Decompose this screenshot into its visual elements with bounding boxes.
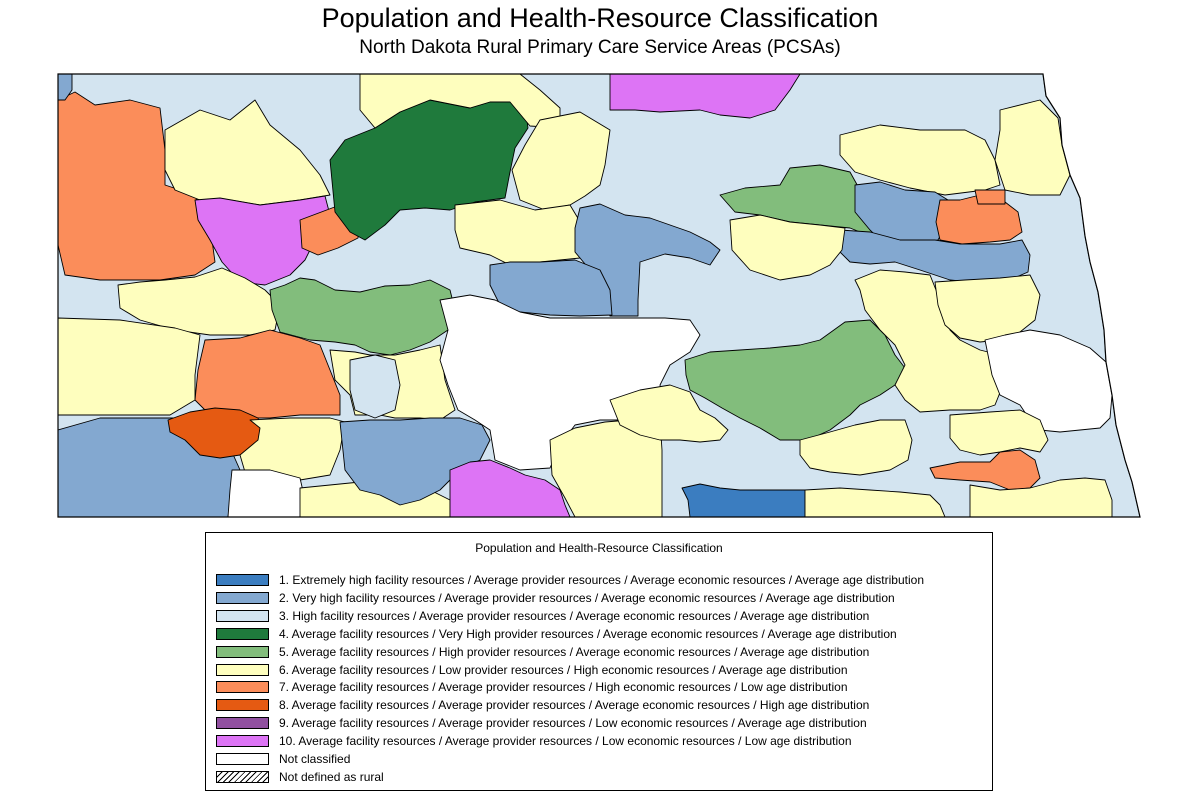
legend-swatch <box>216 753 269 765</box>
legend-label: 3. High facility resources / Average pro… <box>279 608 870 623</box>
legend-swatch <box>216 574 269 586</box>
legend-label: 4. Average facility resources / Very Hig… <box>279 626 897 641</box>
legend-item: 5. Average facility resources / High pro… <box>216 645 869 659</box>
pcsa-region-class-11 <box>227 469 306 517</box>
legend-item: 6. Average facility resources / Low prov… <box>216 663 848 677</box>
pcsa-region-class-10 <box>974 189 1006 205</box>
legend-item: 4. Average facility resources / Very Hig… <box>216 627 897 641</box>
legend-item: 1. Extremely high facility resources / A… <box>216 573 924 587</box>
pcsa-region-class-6 <box>854 269 1006 413</box>
legend-item: 3. High facility resources / Average pro… <box>216 609 869 623</box>
pcsa-region-class-1 <box>681 483 806 517</box>
legend-label: 8. Average facility resources / Average … <box>279 698 870 713</box>
legend-swatch <box>216 681 269 694</box>
legend-label: 9. Average facility resources / Average … <box>279 716 867 731</box>
legend-label: 2. Very high facility resources / Averag… <box>279 590 895 605</box>
pcsa-region-class-5 <box>684 319 906 441</box>
legend-label: 5. Average facility resources / High pro… <box>279 644 870 659</box>
legend-label: 6. Average facility resources / Low prov… <box>279 662 848 677</box>
legend-item: 7. Average facility resources / Average … <box>216 680 848 694</box>
pcsa-region-class-6 <box>729 214 846 281</box>
legend-label: Not classified <box>279 752 351 766</box>
legend-swatch <box>216 717 269 730</box>
legend-item: 2. Very high facility resources / Averag… <box>216 591 895 605</box>
pcsa-region-class-6 <box>804 487 946 517</box>
legend-item: Not defined as rural <box>216 770 384 784</box>
legend-label: 1. Extremely high facility resources / A… <box>279 573 924 587</box>
legend-label: 10. Average facility resources / Average… <box>279 734 852 749</box>
north-dakota-pcsa-map <box>57 73 1141 518</box>
legend-swatch <box>216 663 269 676</box>
pcsa-region-class-3 <box>349 354 401 419</box>
pcsa-region-class-10 <box>449 459 571 517</box>
legend-title: Population and Health-Resource Classific… <box>475 541 723 555</box>
pcsa-region-class-6 <box>58 317 201 416</box>
pcsa-region-class-6 <box>164 99 331 206</box>
legend-item: Not classified <box>216 752 350 766</box>
legend-swatch <box>216 770 269 783</box>
map-title: Population and Health-Resource Classific… <box>321 3 879 33</box>
legend-item: 10. Average facility resources / Average… <box>216 734 852 748</box>
pcsa-region-class-7 <box>194 329 341 419</box>
legend-label: 7. Average facility resources / Average … <box>279 680 848 695</box>
pcsa-region-class-2 <box>58 74 73 101</box>
legend-swatch <box>216 591 269 604</box>
legend-item: 8. Average facility resources / Average … <box>216 698 869 712</box>
pcsa-region-class-6 <box>454 199 583 266</box>
pcsa-region-class-6 <box>511 111 611 211</box>
pcsa-region-class-6 <box>969 477 1113 517</box>
pcsa-region-class-10 <box>194 195 331 286</box>
legend: Population and Health-Resource Classific… <box>205 532 993 791</box>
legend-item: 9. Average facility resources / Average … <box>216 716 867 730</box>
legend-swatch <box>216 699 269 712</box>
legend-label: Not defined as rural <box>279 769 384 784</box>
pcsa-region-class-6 <box>549 419 663 517</box>
pcsa-region-class-6 <box>949 409 1049 456</box>
pcsa-region-class-6 <box>994 99 1071 196</box>
legend-swatch <box>216 645 269 658</box>
pcsa-region-class-2 <box>854 181 949 245</box>
pcsa-region-class-10 <box>609 74 801 119</box>
legend-swatch <box>216 735 269 748</box>
legend-swatch <box>216 609 269 622</box>
pcsa-region-class-6 <box>359 74 561 129</box>
map-subtitle: North Dakota Rural Primary Care Service … <box>359 37 841 58</box>
pcsa-region-class-6 <box>839 124 1001 196</box>
state-outline <box>57 73 1141 518</box>
pcsa-region-class-6 <box>799 419 913 476</box>
pcsa-region-class-6 <box>609 384 729 443</box>
pcsa-region-class-7 <box>929 449 1041 491</box>
legend-swatch <box>216 627 269 640</box>
pcsa-region-class-10 <box>984 329 1113 433</box>
